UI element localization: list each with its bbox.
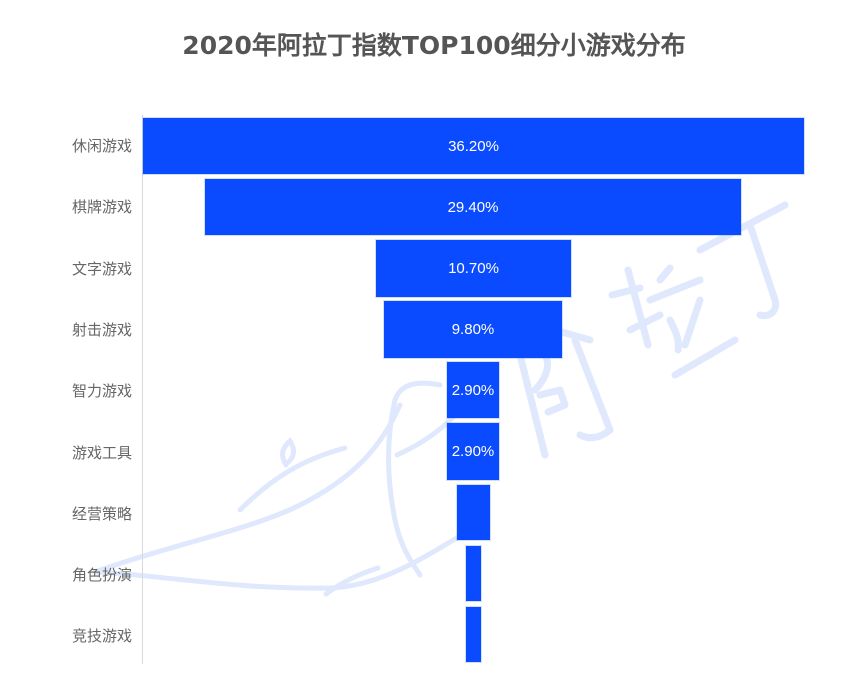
bar-value-label: 10.70% [448, 260, 499, 277]
funnel-bar-word[interactable]: 10.70% [376, 240, 571, 297]
funnel-bar-shooting[interactable]: 9.80% [384, 301, 562, 358]
category-label: 射击游戏 [71, 321, 132, 339]
bar-value-label: 9.80% [451, 321, 495, 338]
category-label: 休闲游戏 [71, 137, 132, 155]
funnel-bar-competitive[interactable] [466, 607, 481, 662]
bar-value-label: 2.90% [451, 443, 495, 460]
category-label: 经营策略 [71, 505, 132, 523]
category-label: 竞技游戏 [71, 627, 132, 645]
bar-value-label: 29.40% [447, 198, 499, 216]
category-label: 角色扮演 [71, 566, 132, 584]
category-label: 游戏工具 [71, 444, 132, 462]
category-label: 棋牌游戏 [71, 198, 132, 216]
category-label: 文字游戏 [71, 260, 132, 278]
funnel-bar-puzzle[interactable]: 2.90% [447, 362, 499, 418]
bar-value-label: 2.90% [451, 381, 495, 399]
funnel-bar-board-card[interactable]: 29.40% [205, 179, 741, 235]
bar-value-label: 36.20% [448, 137, 499, 155]
funnel-bar-casual[interactable]: 36.20% [143, 118, 804, 174]
funnel-bar-game-tools[interactable]: 2.90% [447, 423, 499, 480]
y-axis-line [142, 115, 143, 664]
funnel-bar-strategy[interactable] [457, 485, 490, 540]
chart-title: 2020年阿拉丁指数TOP100细分小游戏分布 [182, 31, 686, 60]
funnel-bar-role-playing[interactable] [466, 546, 481, 601]
category-label: 智力游戏 [71, 382, 132, 400]
